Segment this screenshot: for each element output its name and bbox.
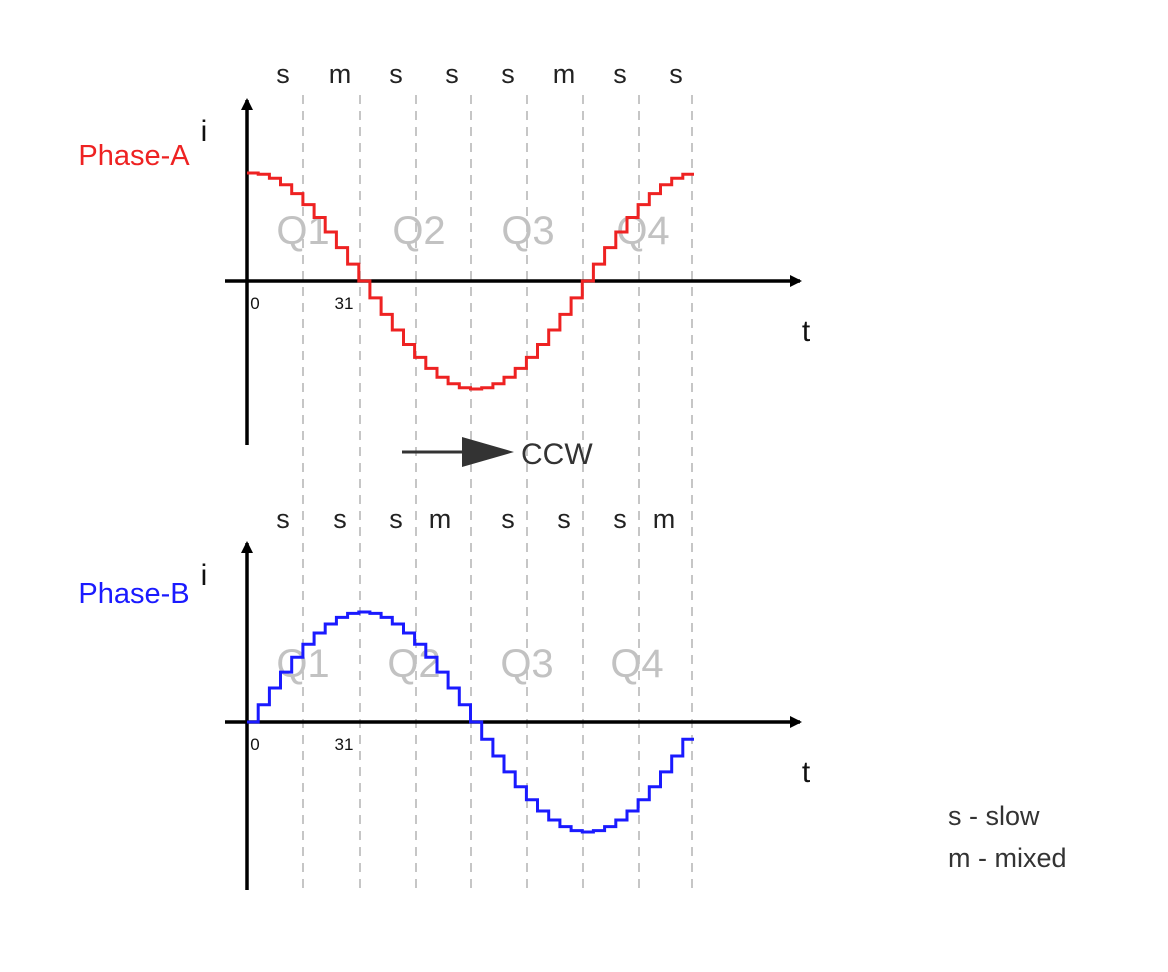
phase-a-q1-label: Q1 (276, 209, 329, 253)
phase-b-origin-tick: 0 (250, 735, 259, 754)
phase-a-decay-mode-4: s (445, 59, 459, 89)
ccw-arrow-icon (462, 437, 514, 467)
phase-b-q3-label: Q3 (500, 642, 553, 686)
phase-a-y-axis-label: i (201, 115, 208, 148)
phase-b-q2-label: Q2 (387, 642, 440, 686)
phase-b-step-tick: 31 (335, 735, 354, 754)
phase-a-origin-tick: 0 (250, 294, 259, 313)
interval-dividers (302, 95, 693, 893)
decay-mode-legend: s - slow m - mixed (948, 801, 1067, 873)
phase-a-decay-modes: s m s s s m s s (276, 59, 683, 89)
phase-b-label: Phase-B (78, 578, 189, 610)
legend-mixed: m - mixed (948, 843, 1067, 873)
phase-a-decay-mode-7: s (613, 59, 627, 89)
phase-a-x-axis-label: t (802, 315, 811, 348)
phase-a-q3-label: Q3 (501, 209, 554, 253)
phase-b-decay-mode-1: s (276, 504, 290, 534)
phase-b-decay-mode-2: s (333, 504, 347, 534)
phase-b-x-axis-label: t (802, 756, 811, 789)
phase-a-decay-mode-3: s (389, 59, 403, 89)
phase-b-y-axis-label: i (201, 559, 208, 592)
phase-a-label: Phase-A (78, 140, 190, 172)
phase-a-decay-mode-6: m (553, 59, 576, 89)
phase-a-current-waveform (247, 171, 694, 391)
phase-b-decay-mode-8: m (653, 504, 676, 534)
phase-b-decay-mode-5: s (501, 504, 515, 534)
phase-b-decay-mode-4: m (429, 504, 452, 534)
phase-b-current-waveform (247, 610, 694, 834)
phase-a-decay-mode-2: m (329, 59, 352, 89)
ccw-label: CCW (521, 438, 593, 471)
phase-b-decay-mode-3: s (389, 504, 403, 534)
phase-a-decay-mode-1: s (276, 59, 290, 89)
phase-a-decay-mode-5: s (501, 59, 515, 89)
phase-a-decay-mode-8: s (669, 59, 683, 89)
phase-a-step-tick: 31 (335, 294, 354, 313)
phase-b-decay-mode-6: s (557, 504, 571, 534)
phase-a-q2-label: Q2 (392, 209, 445, 253)
ccw-direction-indicator: CCW (402, 437, 593, 471)
phase-b-decay-mode-7: s (613, 504, 627, 534)
legend-slow: s - slow (948, 801, 1040, 831)
phase-b-q4-label: Q4 (610, 642, 663, 686)
phase-b-decay-modes: s s s m s s s m (276, 504, 675, 534)
phase-a-quadrant-labels: Q1 Q2 Q3 Q4 (276, 209, 669, 253)
phase-b-quadrant-labels: Q1 Q2 Q3 Q4 (276, 642, 663, 686)
